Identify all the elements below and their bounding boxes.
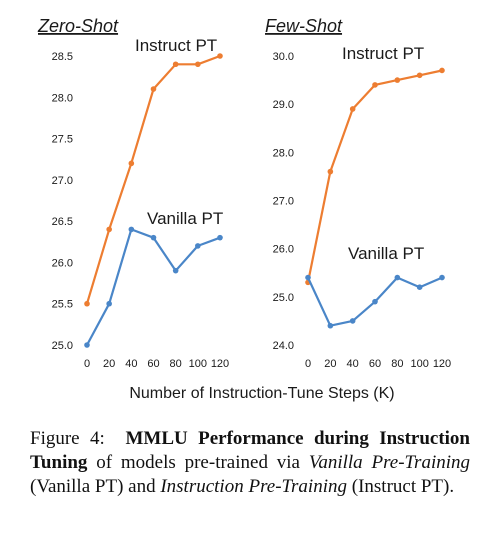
panel-zero-shot-vanilla-pt-point — [84, 342, 90, 348]
caption-vanilla-term: Vanilla Pre-Training — [308, 452, 470, 473]
panel-zero-shot-vanilla-pt-point — [128, 226, 135, 233]
panel-zero-shot-instruct-pt-point — [172, 61, 179, 68]
panel-zero-shot-xtick-label: 40 — [125, 358, 137, 370]
panel-zero-shot-vanilla-pt-point — [150, 234, 157, 241]
panel-few-shot-xtick-label: 0 — [305, 358, 311, 370]
panel-few-shot-vanilla-pt-point — [327, 322, 334, 329]
figure-caption: Figure 4: MMLU Performance during Instru… — [30, 427, 470, 499]
panel-few-shot-vanilla-pt-point — [439, 274, 445, 281]
panel-few-shot-ytick-label: 25.0 — [273, 292, 294, 304]
caption-vanilla-abbr: (Vanilla PT) and — [30, 476, 156, 497]
panel-few-shot-xtick-label: 60 — [369, 358, 381, 370]
panel-zero-shot-vanilla-pt-point — [106, 300, 112, 307]
panel-few-shot-xtick-label: 20 — [324, 358, 336, 370]
caption-instruct-term: Instruction Pre-Training — [160, 476, 347, 497]
panel-zero-shot-ytick-label: 26.5 — [52, 216, 73, 228]
panel-zero-shot-vanilla-pt-label: Vanilla PT — [147, 209, 223, 228]
panel-zero-shot-ytick-label: 25.5 — [52, 299, 73, 311]
panel-few-shot-ytick-label: 26.0 — [273, 244, 294, 256]
panel-zero-shot-instruct-pt-label: Instruct PT — [135, 36, 217, 55]
panel-zero-shot-vanilla-pt-point — [172, 267, 179, 274]
panel-zero-shot-xtick-label: 120 — [211, 358, 229, 370]
panel-zero-shot-title: Zero-Shot — [37, 16, 119, 36]
panel-zero-shot-ytick-label: 25.0 — [52, 340, 73, 352]
panel-zero-shot-xtick-label: 0 — [84, 358, 90, 370]
panel-zero-shot-instruct-pt-point — [106, 226, 112, 233]
panel-few-shot-instruct-pt-label: Instruct PT — [342, 44, 424, 63]
panel-zero-shot-ytick-label: 26.0 — [52, 257, 73, 269]
panel-few-shot-xtick-label: 120 — [433, 358, 451, 370]
panel-few-shot-ytick-label: 30.0 — [273, 51, 294, 63]
panel-few-shot-instruct-pt-point — [416, 72, 423, 79]
panel-zero-shot-xtick-label: 80 — [170, 358, 182, 370]
panel-zero-shot-instruct-pt-point — [150, 86, 157, 92]
panel-few-shot-ytick-label: 27.0 — [273, 196, 294, 208]
caption-title-mmlu: MMLU — [125, 428, 188, 449]
panel-zero-shot-xtick-label: 100 — [189, 358, 207, 370]
panel-few-shot-xtick-label: 40 — [347, 358, 359, 370]
panel-few-shot-instruct-pt-point — [372, 82, 378, 88]
panel-zero-shot-ytick-label: 28.0 — [52, 92, 73, 104]
panel-zero-shot-vanilla-pt-point — [217, 234, 223, 241]
x-axis-label: Number of Instruction-Tune Steps (K) — [129, 385, 394, 402]
panel-few-shot-ytick-label: 28.0 — [273, 147, 294, 159]
caption-title: Performance during Instruction Tuning — [30, 428, 471, 473]
panel-few-shot-xtick-label: 80 — [391, 358, 403, 370]
panel-zero-shot-instruct-pt-point — [195, 61, 201, 68]
panel-zero-shot-instruct-pt-point — [128, 160, 135, 167]
panel-few-shot-title: Few-Shot — [265, 16, 343, 36]
panel-zero-shot-instruct-pt-point — [84, 300, 90, 307]
panel-few-shot-vanilla-pt-point — [372, 298, 378, 305]
caption-instruct-abbr: (Instruct PT). — [351, 476, 455, 497]
panel-zero-shot-ytick-label: 27.5 — [52, 134, 73, 146]
panel-zero-shot-instruct-pt-line — [85, 54, 221, 305]
panel-few-shot-instruct-pt-point — [394, 77, 401, 83]
panel-zero-shot-instruct-pt-point — [217, 53, 223, 59]
panel-zero-shot-vanilla-pt-point — [195, 243, 201, 249]
caption-figure-label: Figure 4: — [30, 428, 105, 449]
panel-few-shot-ytick-label: 29.0 — [273, 99, 294, 111]
panel-zero-shot-ytick-label: 27.0 — [52, 175, 73, 187]
panel-few-shot-vanilla-pt-point — [416, 284, 423, 291]
panel-few-shot-instruct-pt-point — [327, 168, 334, 175]
panel-few-shot-vanilla-pt-label: Vanilla PT — [348, 244, 424, 263]
panel-few-shot-instruct-pt-point — [439, 67, 445, 74]
panel-few-shot-vanilla-pt-point — [349, 318, 356, 324]
panel-few-shot-instruct-pt-point — [349, 106, 356, 112]
panel-few-shot-vanilla-pt-point — [394, 274, 401, 281]
figure: Zero-Shot 25.0 25.5 26.0 26.5 27.0 27.5 28.0 28.… — [37, 16, 451, 402]
panel-zero-shot-xtick-label: 20 — [103, 358, 115, 370]
panel-zero-shot-xtick-label: 60 — [147, 358, 159, 370]
caption-text: of models pre-trained via — [96, 452, 300, 473]
panel-zero-shot-ytick-label: 28.5 — [52, 51, 73, 63]
panel-few-shot-vanilla-pt-point — [305, 274, 311, 281]
panel-few-shot-xtick-label: 100 — [410, 358, 428, 370]
panel-few-shot-ytick-label: 24.0 — [273, 340, 294, 352]
